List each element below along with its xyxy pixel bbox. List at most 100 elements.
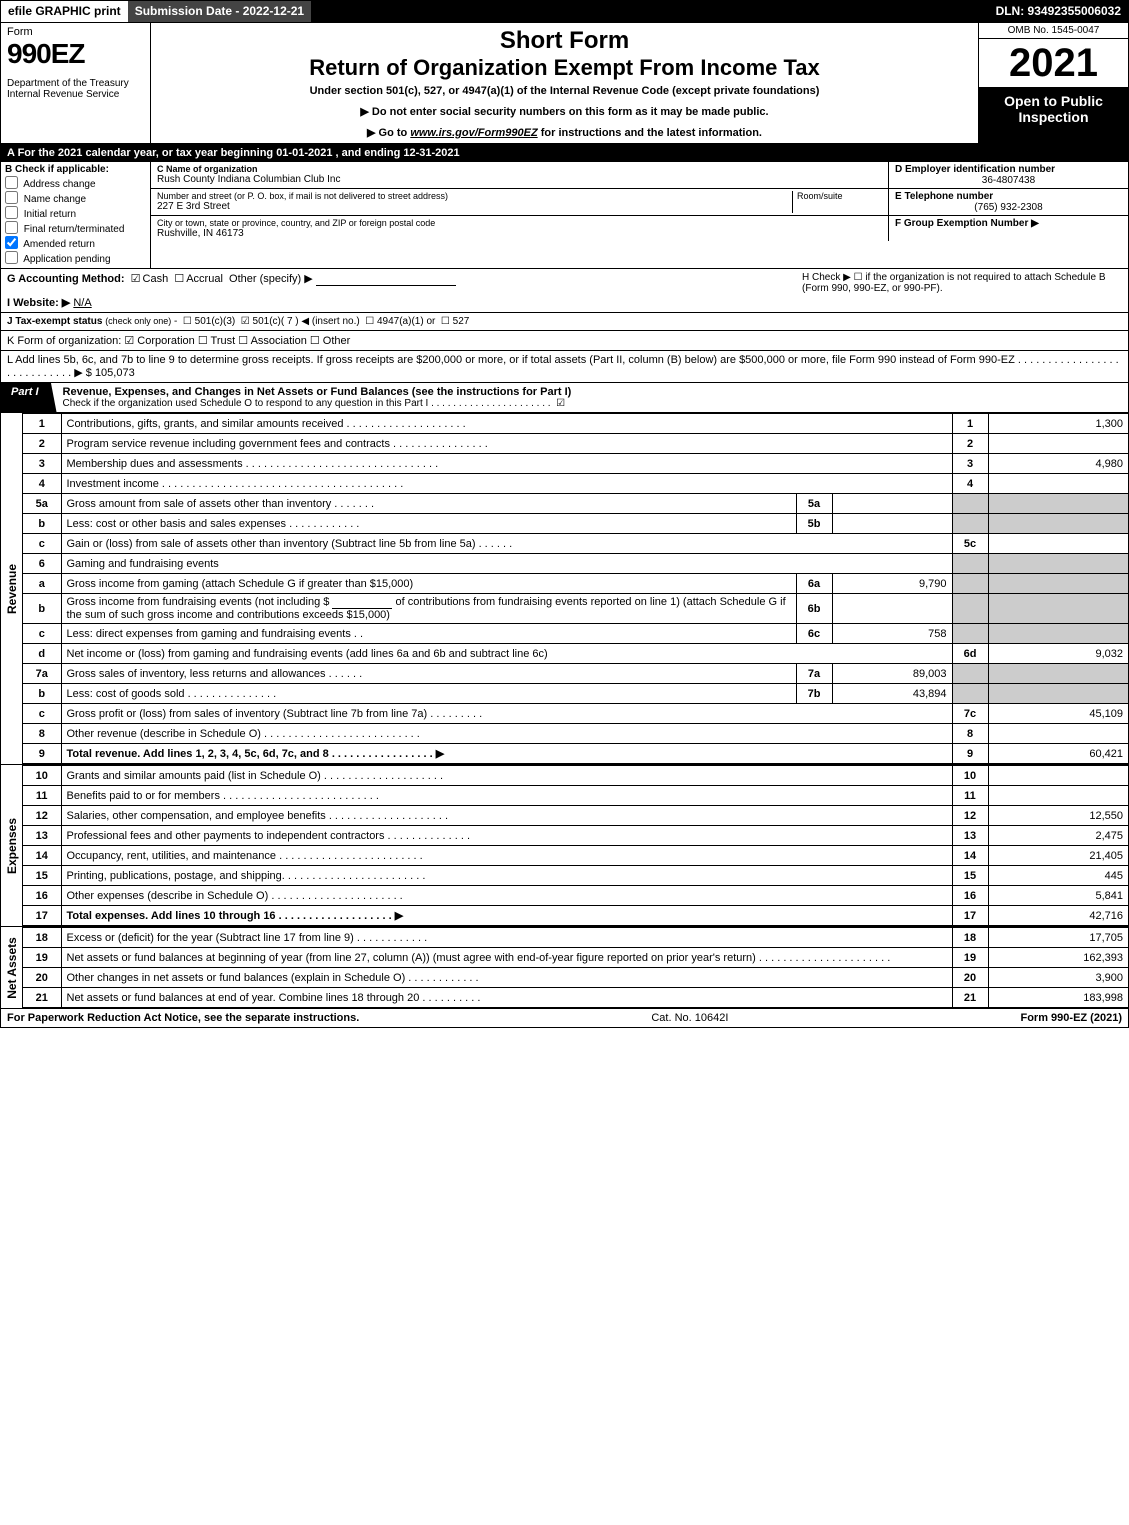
revenue-section: Revenue 1Contributions, gifts, grants, a… — [1, 413, 1128, 765]
tel-cell: E Telephone number (765) 932-2308 — [888, 189, 1128, 215]
ln-1-rn: 1 — [952, 414, 988, 434]
ln-21-desc: Net assets or fund balances at end of ye… — [61, 988, 952, 1008]
instr-goto: ▶ Go to www.irs.gov/Form990EZ for instru… — [157, 126, 972, 139]
expenses-table: 10Grants and similar amounts paid (list … — [23, 765, 1128, 926]
form-990ez-page: efile GRAPHIC print Submission Date - 20… — [0, 0, 1129, 1028]
netassets-section: Net Assets 18Excess or (deficit) for the… — [1, 927, 1128, 1009]
part-1-check[interactable]: ☑ — [556, 398, 565, 409]
col-cd: C Name of organization Rush County India… — [151, 162, 1128, 268]
topbar: efile GRAPHIC print Submission Date - 20… — [1, 1, 1128, 23]
org-name-cell: C Name of organization Rush County India… — [151, 162, 888, 188]
ln-6a-desc: Gross income from gaming (attach Schedul… — [61, 574, 796, 594]
ln-6b-amount-input[interactable] — [332, 596, 392, 609]
ln-5b-rv — [988, 514, 1128, 534]
catalog-number: Cat. No. 10642I — [651, 1012, 728, 1024]
ln-4-rv — [988, 474, 1128, 494]
ln-8-desc: Other revenue (describe in Schedule O) .… — [61, 724, 952, 744]
chk-name-change[interactable]: Name change — [5, 191, 146, 205]
ln-6c-rn — [952, 624, 988, 644]
i-label: I Website: ▶ — [7, 297, 70, 309]
ln-21-rn: 21 — [952, 988, 988, 1008]
pra-notice: For Paperwork Reduction Act Notice, see … — [7, 1012, 359, 1024]
col-b-checkboxes: B Check if applicable: Address change Na… — [1, 162, 151, 268]
ln-7b-bn: 7b — [796, 684, 832, 704]
chk-name-change-label: Name change — [24, 194, 86, 205]
open-public-inspection: Open to Public Inspection — [979, 87, 1128, 143]
department-label: Department of the Treasury Internal Reve… — [7, 78, 144, 100]
chk-application-pending[interactable]: Application pending — [5, 251, 146, 265]
instr-goto-pre: ▶ Go to — [367, 127, 410, 139]
g-cash-check[interactable] — [131, 273, 143, 285]
part-1-header: Part I Revenue, Expenses, and Changes in… — [1, 383, 1128, 413]
ln-12-rn: 12 — [952, 806, 988, 826]
g-cash-label: Cash — [143, 273, 169, 285]
ln-15-rn: 15 — [952, 866, 988, 886]
ln-6-rv — [988, 554, 1128, 574]
ln-4-desc: Investment income . . . . . . . . . . . … — [61, 474, 952, 494]
ln-7b-desc: Less: cost of goods sold . . . . . . . .… — [61, 684, 796, 704]
ln-18-rv: 17,705 — [988, 928, 1128, 948]
form-word: Form — [7, 26, 144, 38]
ein-cell: D Employer identification number 36-4807… — [888, 162, 1128, 188]
ln-6c-bn: 6c — [796, 624, 832, 644]
city-cell: City or town, state or province, country… — [151, 216, 888, 241]
ln-3-desc: Membership dues and assessments . . . . … — [61, 454, 952, 474]
ln-14-rn: 14 — [952, 846, 988, 866]
ln-6a-rv — [988, 574, 1128, 594]
g-other-input[interactable] — [316, 273, 456, 286]
ln-3-rn: 3 — [952, 454, 988, 474]
g-accrual-label: Accrual — [186, 273, 223, 285]
ln-5b-bv — [832, 514, 952, 534]
ln-21: 21 — [23, 988, 61, 1008]
row-g-accounting: G Accounting Method: Cash Accrual Other … — [1, 269, 1128, 313]
chk-final-return-label: Final return/terminated — [24, 224, 125, 235]
ln-4-rn: 4 — [952, 474, 988, 494]
l-value: 105,073 — [95, 367, 135, 379]
ln-8: 8 — [23, 724, 61, 744]
ln-4: 4 — [23, 474, 61, 494]
ln-14-desc: Occupancy, rent, utilities, and maintena… — [61, 846, 952, 866]
form-number: 990EZ — [7, 38, 144, 70]
ln-12-rv: 12,550 — [988, 806, 1128, 826]
ein-value: 36-4807438 — [895, 175, 1122, 186]
street-cell: Number and street (or P. O. box, if mail… — [151, 189, 888, 215]
irs-link[interactable]: www.irs.gov/Form990EZ — [410, 127, 537, 139]
ln-9: 9 — [23, 744, 61, 764]
form-title-long: Return of Organization Exempt From Incom… — [157, 55, 972, 81]
g-other-label: Other (specify) ▶ — [229, 273, 313, 285]
ln-19-rn: 19 — [952, 948, 988, 968]
ln-11: 11 — [23, 786, 61, 806]
ln-11-rv — [988, 786, 1128, 806]
netassets-side-label: Net Assets — [1, 927, 23, 1008]
ln-15: 15 — [23, 866, 61, 886]
ln-3-rv: 4,980 — [988, 454, 1128, 474]
ln-6a: a — [23, 574, 61, 594]
ln-19-desc: Net assets or fund balances at beginning… — [61, 948, 952, 968]
efile-print-label[interactable]: efile GRAPHIC print — [1, 1, 128, 22]
ln-9-desc: Total revenue. Add lines 1, 2, 3, 4, 5c,… — [61, 744, 952, 764]
chk-amended-return[interactable]: Amended return — [5, 236, 146, 250]
ln-15-desc: Printing, publications, postage, and shi… — [61, 866, 952, 886]
chk-final-return[interactable]: Final return/terminated — [5, 221, 146, 235]
ln-2-desc: Program service revenue including govern… — [61, 434, 952, 454]
ln-21-rv: 183,998 — [988, 988, 1128, 1008]
ln-6b-rn — [952, 594, 988, 624]
ln-7a-bv: 89,003 — [832, 664, 952, 684]
ln-6d-rn: 6d — [952, 644, 988, 664]
page-footer: For Paperwork Reduction Act Notice, see … — [1, 1009, 1128, 1027]
chk-address-change[interactable]: Address change — [5, 176, 146, 190]
ln-2-rv — [988, 434, 1128, 454]
chk-address-change-label: Address change — [23, 179, 95, 190]
ln-5c-desc: Gain or (loss) from sale of assets other… — [61, 534, 952, 554]
ln-19: 19 — [23, 948, 61, 968]
row-k-form-org: K Form of organization: ☑ Corporation ☐ … — [1, 331, 1128, 351]
chk-initial-return[interactable]: Initial return — [5, 206, 146, 220]
ln-20-desc: Other changes in net assets or fund bala… — [61, 968, 952, 988]
g-accrual-check[interactable] — [174, 273, 186, 285]
instr-no-ssn: ▶ Do not enter social security numbers o… — [157, 105, 972, 118]
ln-6d: d — [23, 644, 61, 664]
ln-3: 3 — [23, 454, 61, 474]
dln-number: DLN: 93492355006032 — [989, 1, 1128, 22]
ein-label: D Employer identification number — [895, 164, 1122, 175]
ln-6c: c — [23, 624, 61, 644]
